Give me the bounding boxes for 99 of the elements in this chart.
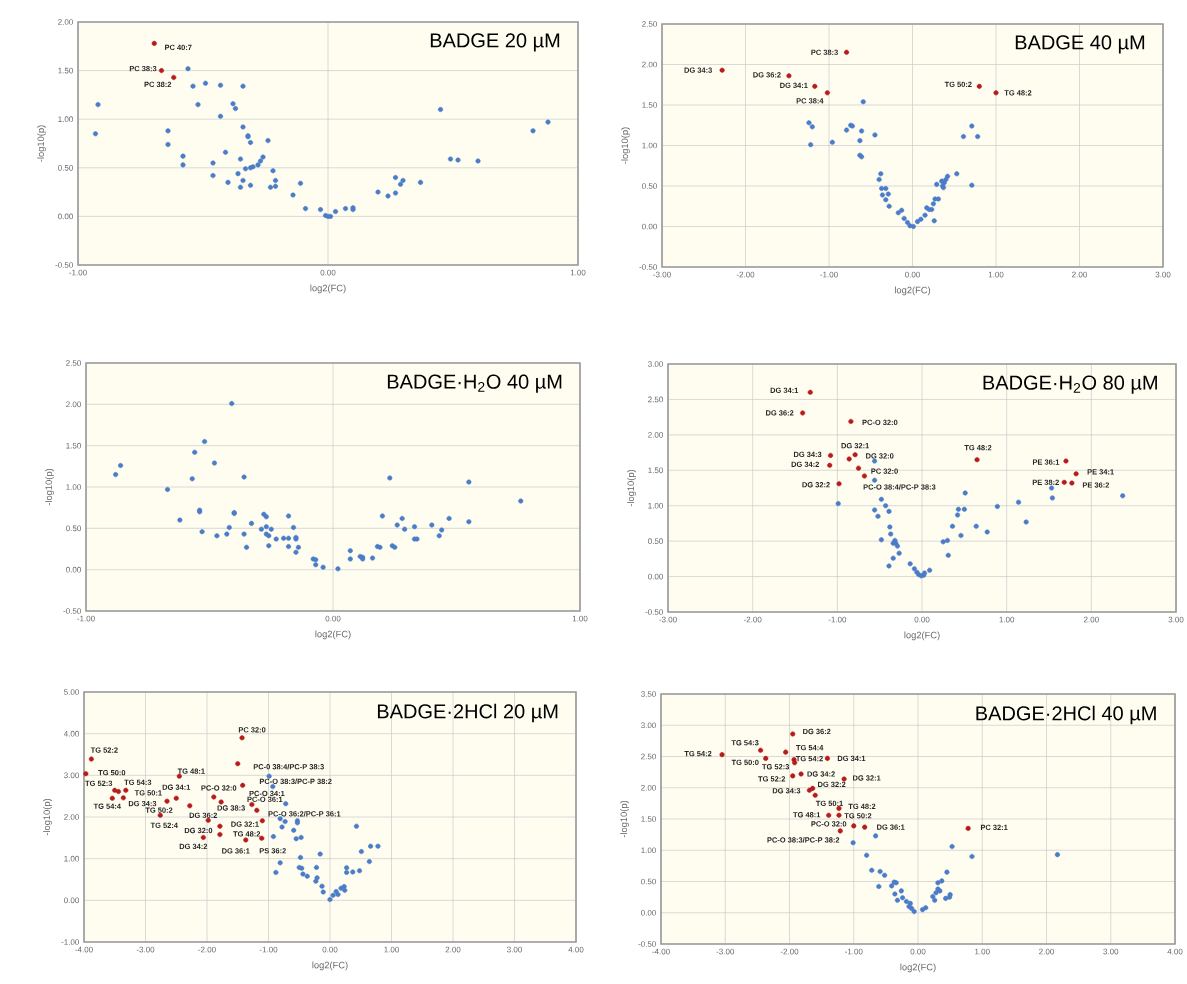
text: BADGE 40 µM [1015,35,1145,54]
y-tick-label: -0.50 [645,609,663,615]
text: BADGE·2HCl 40 µM [976,705,1156,725]
x-tick-label: -2.00 [780,948,799,955]
x-tick-label: 1.00 [570,269,586,276]
x-tick-label: 0.00 [914,616,930,623]
y-tick-label: -0.50 [638,941,656,947]
y-tick-label: 2.50 [66,360,81,366]
text: BADGE 20 µM [430,33,560,52]
y-tick-label: -0.50 [63,608,81,614]
y-tick-label: 0.00 [648,573,663,580]
y-tick-label: 3.50 [641,691,656,697]
y-tick-label: 0.00 [642,223,657,230]
y-tick-label: 1.00 [641,847,656,854]
x-tick-label: 0.00 [910,948,926,955]
x-tick-label: 2.00 [445,946,461,953]
x-axis-title: log2(FC) [315,630,351,640]
y-tick-label: -0.50 [55,262,73,268]
y-tick-label: 0.50 [648,538,663,544]
y-tick-label: 1.00 [648,502,663,509]
x-tick-label: -1.00 [845,948,863,955]
y-tick-label: -0.50 [639,264,657,270]
x-tick-label: -3.00 [716,948,735,955]
y-tick-label: 2.50 [648,396,663,403]
y-axis-title: -log10(p) [43,798,52,836]
x-tick-label: -2.00 [743,616,762,623]
x-tick-label: -1.00 [77,615,95,622]
y-tick-label: 2.00 [648,432,663,438]
y-tick-label: 2.00 [58,19,73,25]
x-tick-label: 1.00 [988,271,1004,278]
y-tick-label: 2.00 [641,784,656,791]
y-axis-title: -log10(p) [37,125,46,162]
y-tick-label: 2.00 [66,401,81,408]
x-tick-label: 0.00 [322,946,338,953]
x-tick-label: 1.00 [384,946,399,953]
x-tick-label: 2.00 [1072,271,1087,278]
x-axis-title: log2(FC) [900,963,936,973]
y-tick-label: 3.00 [64,772,79,779]
x-tick-label: -1.00 [828,616,847,623]
x-tick-label: 2.00 [1039,948,1054,955]
y-tick-label: 4.00 [63,730,79,737]
y-tick-label: 0.50 [58,164,73,171]
y-tick-label: 1.00 [58,116,73,123]
x-tick-label: 1.00 [572,615,588,622]
x-axis-title: log2(FC) [310,284,346,294]
y-tick-label: 0.50 [642,183,657,189]
x-tick-label: -3.00 [136,946,155,953]
x-tick-label: 3.00 [507,946,522,953]
text: BADGE·H$_{2}$O 80 µM [983,375,1157,394]
y-tick-label: 1.50 [642,102,657,108]
x-axis-title: log2(FC) [312,961,348,971]
x-axis-title: log2(FC) [894,286,931,296]
y-tick-label: 1.50 [648,467,663,474]
x-tick-label: -4.00 [652,948,670,955]
y-axis-title: -log10(p) [620,800,629,838]
y-tick-label: 0.50 [641,878,656,885]
x-axis-title: log2(FC) [904,631,940,641]
x-tick-label: 0.00 [325,615,341,622]
y-tick-label: 2.50 [642,21,657,27]
x-tick-label: 4.00 [568,946,584,953]
text: BADGE·H$_{2}$O 40 µM [387,374,562,393]
x-tick-label: -4.00 [75,946,93,953]
y-axis-title: -log10(p) [627,469,636,507]
y-axis-title: -log10(p) [621,127,630,164]
x-tick-label: -1.00 [259,946,278,953]
y-tick-label: 0.50 [66,525,81,532]
x-tick-label: 3.00 [1103,948,1119,955]
y-tick-label: 2.50 [641,753,656,760]
text: BADGE·2HCl 20 µM [377,703,558,723]
x-tick-label: -2.00 [736,271,755,278]
y-tick-label: 1.00 [642,142,657,149]
x-tick-label: -1.00 [820,271,838,278]
x-tick-label: 2.00 [1083,616,1099,623]
x-tick-label: -2.00 [198,946,216,953]
x-tick-label: 3.00 [1168,616,1184,623]
x-tick-label: 1.00 [999,616,1015,623]
y-tick-label: 0.00 [64,897,79,904]
y-tick-label: 1.00 [64,855,79,862]
x-tick-label: 4.00 [1167,948,1183,955]
y-tick-label: 0.00 [66,566,81,573]
y-tick-label: 3.00 [641,722,656,729]
x-tick-label: 1.00 [975,948,990,955]
y-tick-label: 1.50 [66,442,81,449]
x-tick-label: -3.00 [653,271,671,278]
y-tick-label: 1.00 [66,484,81,490]
y-tick-label: 3.00 [648,361,663,367]
y-tick-label: 2.00 [64,814,79,820]
y-tick-label: 2.00 [642,61,657,68]
x-tick-label: 0.00 [320,269,336,276]
y-axis-title: -log10(p) [45,468,54,506]
y-tick-label: 0.00 [641,909,656,916]
x-tick-label: -3.00 [659,616,677,623]
y-tick-label: 5.00 [64,689,79,695]
y-tick-label: -1.00 [61,939,79,945]
y-tick-label: 1.50 [58,67,73,74]
y-tick-label: 0.00 [58,213,73,220]
y-tick-label: 1.50 [641,816,656,822]
x-tick-label: 3.00 [1155,271,1171,278]
x-tick-label: 0.00 [905,271,920,278]
